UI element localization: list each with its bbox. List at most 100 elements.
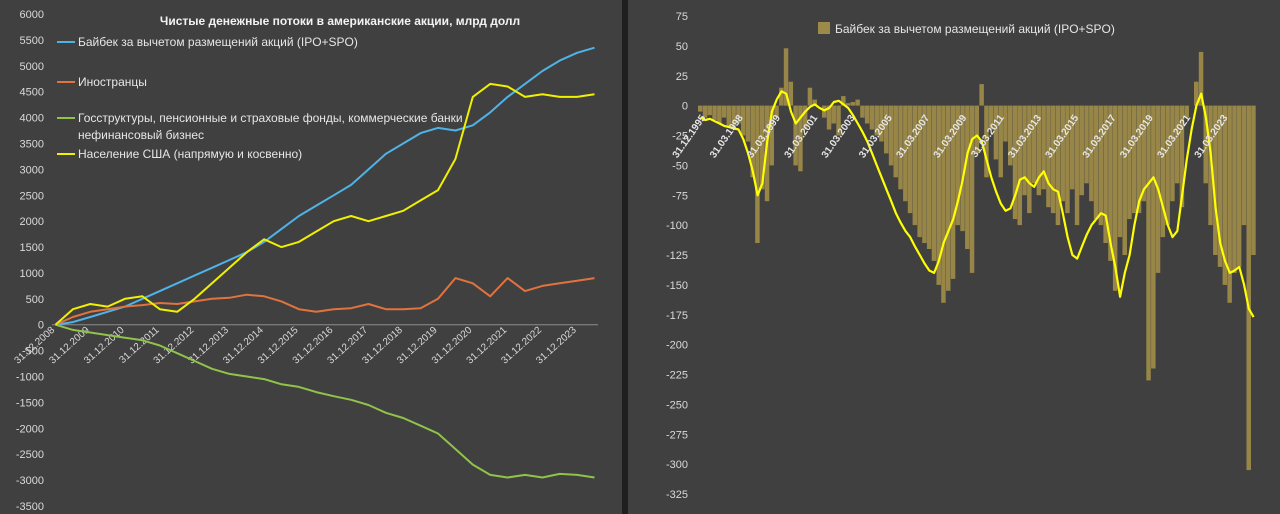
legend-label-3: Госструктуры, пенсионные и страховые фон… xyxy=(78,111,463,125)
y-tick-label: 2000 xyxy=(20,216,44,228)
bar xyxy=(822,105,827,118)
bar xyxy=(1093,105,1099,220)
bar xyxy=(731,105,736,130)
bar xyxy=(721,105,727,118)
y-tick-label: -3500 xyxy=(16,501,44,513)
y-tick-label: 5500 xyxy=(20,35,44,47)
right-chart-panel: 75 50 25 0 -25 -50 -75 -100 -125 -150 -175 -200 -225… xyxy=(628,0,1280,514)
y-tick-label: -250 xyxy=(666,399,688,411)
bar xyxy=(1213,105,1218,255)
bar xyxy=(1160,105,1166,238)
bar xyxy=(1136,105,1142,214)
y-tick-label: 500 xyxy=(26,294,44,306)
bar xyxy=(1151,105,1156,369)
bar xyxy=(893,105,898,178)
y-tick-label: -75 xyxy=(672,190,688,202)
bar xyxy=(1122,105,1127,255)
bar xyxy=(783,48,789,106)
bar xyxy=(1227,105,1232,303)
bar xyxy=(998,105,1003,178)
y-tick-label: -225 xyxy=(666,370,688,382)
y-tick-label: 4500 xyxy=(20,87,44,99)
bar xyxy=(750,105,755,178)
bar xyxy=(1041,105,1046,190)
y-tick-label: 50 xyxy=(676,41,688,53)
legend-label: Байбек за вычетом размещений акций (IPO+… xyxy=(835,22,1115,36)
bar xyxy=(1003,105,1008,142)
bar xyxy=(979,84,984,106)
bar xyxy=(1060,105,1065,202)
right-chart: 75 50 25 0 -25 -50 -75 -100 -125 -150 -175 -200 -225… xyxy=(666,11,1256,501)
bar xyxy=(845,103,851,106)
bar xyxy=(917,105,922,238)
bar xyxy=(850,102,856,106)
bar xyxy=(1103,105,1108,243)
y-tick-label: 75 xyxy=(676,11,688,23)
bar xyxy=(860,105,865,118)
bar xyxy=(807,87,813,106)
y-tick-label: 4000 xyxy=(20,113,44,125)
legend-label-1: Байбек за вычетом размещений акций (IPO+… xyxy=(78,35,358,49)
bar xyxy=(1127,105,1132,220)
bar xyxy=(764,105,770,202)
bar xyxy=(1055,105,1061,226)
y-tick-label: 5000 xyxy=(20,61,44,73)
bar xyxy=(702,105,708,118)
bar xyxy=(1070,105,1075,190)
bar xyxy=(941,105,946,303)
y-tick-label: -25 xyxy=(672,131,688,143)
y-tick-label: -50 xyxy=(672,160,688,172)
y-tick-label: -1500 xyxy=(16,397,44,409)
y-tick-label: -275 xyxy=(666,429,688,441)
y-tick-label: 2500 xyxy=(20,190,44,202)
bar xyxy=(1012,105,1018,220)
bar xyxy=(1198,51,1204,106)
bar xyxy=(774,105,779,118)
bar xyxy=(912,105,918,226)
legend-label-4: Население США (напрямую и косвенно) xyxy=(78,147,302,161)
bar xyxy=(931,105,937,261)
bar xyxy=(960,105,965,232)
bar xyxy=(1174,105,1180,184)
bar xyxy=(1222,105,1228,285)
bar xyxy=(1179,105,1185,208)
y-tick-label: -125 xyxy=(666,250,688,262)
bar xyxy=(836,105,841,136)
bar xyxy=(755,105,760,243)
series-line-2 xyxy=(55,277,595,326)
bar xyxy=(831,105,836,124)
y-tick-label: -200 xyxy=(666,340,688,352)
bar xyxy=(745,105,751,142)
bar xyxy=(1022,105,1027,196)
y-tick-label: -1000 xyxy=(16,372,44,384)
chart-title: Чистые денежные потоки в американские ак… xyxy=(160,14,520,28)
y-tick-label: -2000 xyxy=(16,423,44,435)
bar xyxy=(874,105,879,136)
bar xyxy=(946,105,951,291)
bar xyxy=(1203,105,1208,184)
bar xyxy=(1117,105,1123,238)
bar xyxy=(1036,105,1042,196)
bar xyxy=(1027,105,1032,214)
y-tick-label: -325 xyxy=(666,489,688,501)
y-tick-label: 25 xyxy=(676,71,688,83)
bar xyxy=(826,105,832,130)
bar xyxy=(969,105,975,273)
bar xyxy=(993,105,999,160)
bar xyxy=(841,96,846,106)
legend-label-2: Иностранцы xyxy=(78,75,147,89)
y-tick-label: 0 xyxy=(38,320,44,332)
bar xyxy=(740,105,746,136)
bar xyxy=(936,105,941,285)
bar xyxy=(1079,105,1084,196)
legend-label-3-line2: нефинансовый бизнес xyxy=(78,128,204,142)
bar xyxy=(879,105,884,142)
y-tick-label: 1000 xyxy=(20,268,44,280)
y-tick-label: 1500 xyxy=(20,242,44,254)
bar xyxy=(726,105,732,128)
bar xyxy=(1046,105,1051,208)
bar xyxy=(907,105,913,214)
bar xyxy=(717,105,722,124)
left-chart-panel: 6000 5500 5000 4500 4000 3500 3000 2500 2000 1500… xyxy=(0,0,622,514)
bar xyxy=(1008,105,1013,166)
